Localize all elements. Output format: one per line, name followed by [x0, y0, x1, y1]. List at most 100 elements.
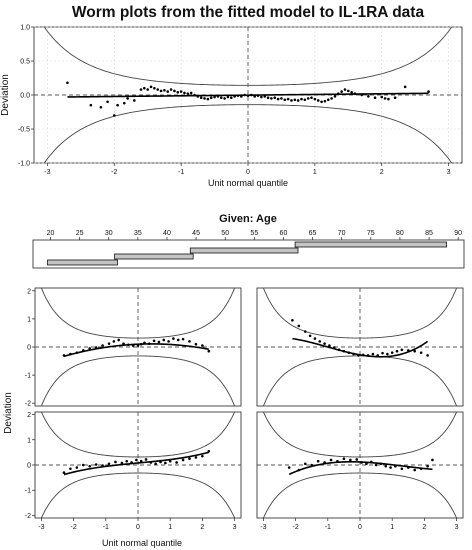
data-point [390, 351, 394, 354]
data-point [369, 460, 373, 464]
data-point [163, 88, 166, 92]
age-tick-label: 35 [134, 230, 142, 237]
y-tick-label: 2 [27, 288, 31, 295]
x-tick-label: 1 [168, 524, 172, 531]
data-point [355, 458, 359, 461]
data-point [310, 96, 313, 100]
data-point [381, 351, 384, 355]
data-point [286, 97, 290, 101]
data-point [342, 457, 346, 460]
data-point [340, 90, 343, 93]
lower-confidence-band [40, 472, 236, 518]
data-point [199, 96, 203, 100]
data-point [143, 341, 146, 345]
overall-worm-plot: -3 -2 -1 0 1 2 3 -1.0 -0.5 0.0 0.5 1.0 Unit normal q… [0, 25, 463, 188]
data-point [306, 97, 310, 100]
x-tick-label: 2 [200, 524, 204, 531]
data-point [413, 349, 417, 353]
data-point [336, 92, 340, 95]
data-point [386, 352, 389, 356]
given-age-panel: 20 25 30 35 40 45 50 55 60 65 70 75 80 85 90 [32, 230, 465, 269]
data-point [273, 96, 277, 100]
age-interval-bar [47, 259, 118, 266]
data-point [337, 348, 341, 352]
data-point [130, 461, 133, 464]
x-tick-label: 3 [455, 524, 459, 531]
data-point [310, 463, 314, 467]
x-tick-label: 2 [380, 169, 384, 176]
x-tick-label: -1 [178, 169, 184, 176]
data-point [276, 97, 280, 101]
upper-confidence-band [43, 27, 453, 86]
data-point [406, 466, 410, 469]
data-point [419, 467, 423, 471]
data-point [300, 97, 303, 101]
data-point [280, 97, 283, 100]
data-point [112, 340, 116, 343]
data-point [135, 458, 138, 462]
data-point [365, 462, 368, 466]
data-point [360, 93, 363, 97]
data-point [367, 95, 370, 98]
data-point [139, 342, 143, 346]
age-tick-label: 85 [425, 230, 433, 237]
data-point [159, 89, 163, 93]
data-point [329, 458, 333, 462]
age-tick-label: 55 [250, 230, 258, 237]
y-tick-label: 0 [27, 345, 31, 352]
data-point [139, 459, 143, 463]
data-point [120, 461, 124, 465]
data-point [127, 343, 130, 347]
data-point [69, 467, 72, 471]
age-tick-label: 75 [367, 230, 375, 237]
data-point [107, 462, 111, 466]
data-point [81, 463, 85, 467]
x-tick-label: 3 [447, 169, 451, 176]
data-point [316, 459, 320, 463]
age-tick-label: 80 [396, 230, 404, 237]
data-point [213, 95, 216, 99]
data-point [143, 86, 146, 90]
data-point [146, 88, 149, 91]
data-point [139, 88, 143, 91]
data-point [291, 319, 294, 322]
age-interval-bar [189, 247, 299, 254]
data-point [384, 464, 388, 468]
data-point [186, 92, 190, 95]
data-point [154, 462, 158, 466]
data-point [189, 91, 193, 95]
y-tick-label: -1.0 [18, 161, 30, 168]
data-point [206, 97, 210, 101]
data-point [122, 101, 126, 105]
age-tick-label: 30 [105, 230, 113, 237]
data-point [316, 99, 320, 102]
data-point [112, 114, 116, 117]
upper-confidence-band [40, 412, 236, 458]
x-axis-label: Unit normal quantile [208, 178, 288, 188]
data-point [125, 459, 129, 463]
data-point [323, 342, 326, 345]
data-point [88, 464, 92, 468]
x-tick-label: 0 [358, 524, 362, 531]
data-point [201, 344, 204, 347]
x-tick-label: -1 [103, 524, 109, 531]
age-tick-label: 45 [192, 230, 200, 237]
data-point [219, 96, 223, 100]
data-point [326, 98, 330, 102]
data-point [406, 349, 410, 352]
data-point [400, 467, 404, 471]
data-point [172, 337, 175, 340]
shared-y-axis-label: Deviation [3, 392, 14, 434]
data-point [149, 85, 153, 89]
shared-x-axis-label: Unit normal quantile [102, 538, 182, 548]
data-point [236, 94, 240, 97]
x-tick-label: -2 [293, 524, 299, 531]
data-point [62, 354, 66, 357]
data-point [106, 100, 109, 104]
data-point [343, 88, 347, 91]
data-point [157, 340, 161, 344]
data-point [88, 347, 92, 350]
data-point [207, 349, 211, 353]
y-tick-label: 0.5 [20, 59, 30, 66]
